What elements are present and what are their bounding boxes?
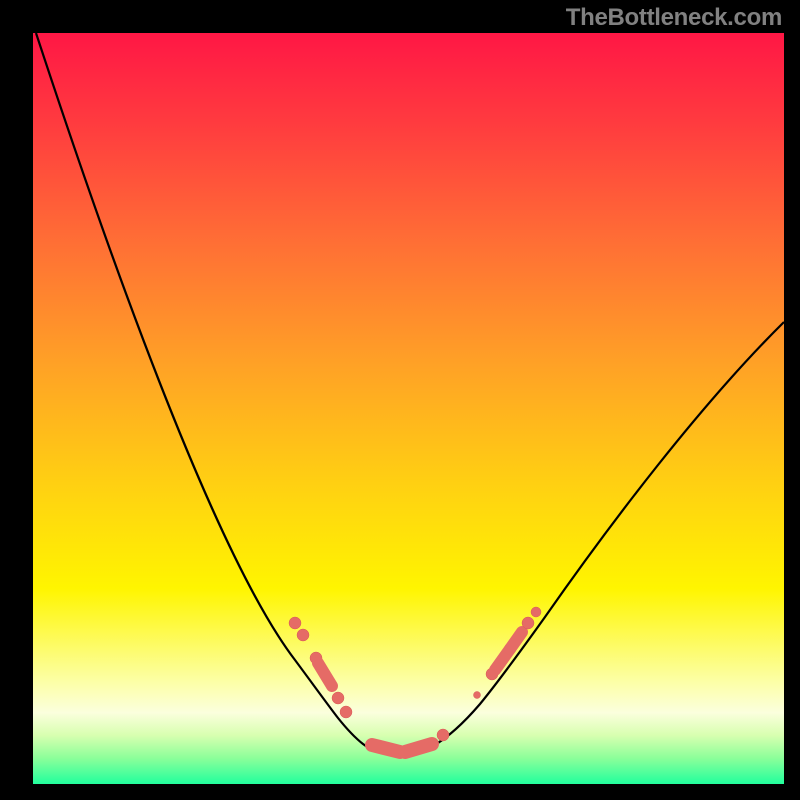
marker-dot	[531, 607, 541, 617]
chart-svg	[0, 0, 800, 800]
marker-dot	[522, 617, 534, 629]
gradient-background	[33, 33, 784, 784]
marker-capsule	[372, 745, 400, 752]
frame-left	[0, 0, 33, 800]
marker-dot	[340, 706, 352, 718]
watermark-text: TheBottleneck.com	[566, 4, 782, 32]
marker-dot	[289, 617, 301, 629]
marker-dot	[297, 629, 309, 641]
marker-dot	[474, 692, 481, 699]
frame-right	[784, 0, 800, 800]
marker-dot	[332, 692, 344, 704]
marker-capsule	[405, 744, 432, 752]
marker-dot	[437, 729, 449, 741]
frame-bottom	[0, 784, 800, 800]
